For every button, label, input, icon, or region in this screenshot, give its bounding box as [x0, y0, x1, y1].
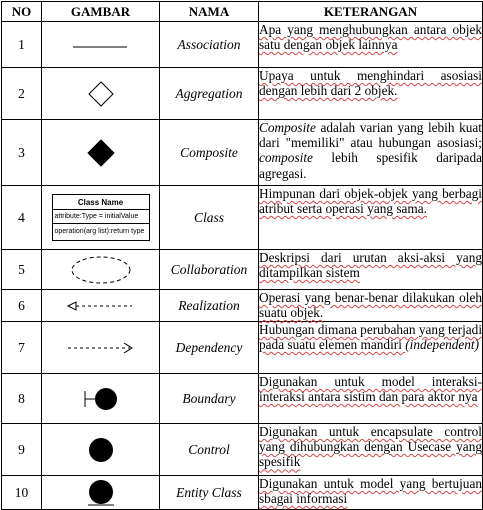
keterangan-text: Upaya untuk menghindari asosiasi dengan …: [259, 68, 482, 99]
keterangan-text: Operasi yang benar-benar dilakukan oleh …: [259, 290, 482, 321]
keterangan-cell: Hubungan dimana perubahan yang terjadi p…: [258, 321, 483, 374]
row-number: 8: [1, 373, 42, 424]
dashed-ellipse-icon: [71, 256, 130, 283]
gambar-cell: [41, 21, 160, 68]
keterangan-cell: Digunakan untuk model yang bertujuan sba…: [258, 475, 483, 510]
association-line-icon: [72, 46, 127, 47]
nama-cell: Dependency: [159, 321, 259, 374]
row-number: 2: [1, 67, 42, 120]
keterangan-cell: Upaya untuk menghindari asosiasi dengan …: [258, 67, 483, 120]
nama-cell: Realization: [159, 289, 259, 322]
gambar-cell: [41, 475, 160, 510]
row-number: 3: [1, 119, 42, 186]
nama-cell: Boundary: [159, 373, 259, 424]
keterangan-text: lebih spesifik daripada agregasi.: [259, 150, 482, 181]
row-number: 5: [1, 249, 42, 290]
gambar-cell: [41, 423, 160, 476]
entity-circle-icon: [87, 479, 114, 505]
nama-cell: Collaboration: [159, 249, 259, 290]
keterangan-text: Deskripsi dari urutan aksi-aksi yang dit…: [259, 250, 482, 281]
keterangan-cell: Apa yang menghubungkan antara objek satu…: [258, 21, 483, 68]
keterangan-cell: Operasi yang benar-benar dilakukan oleh …: [258, 289, 483, 322]
header-nama: NAMA: [159, 1, 259, 22]
header-keterangan: KETERANGAN: [258, 1, 483, 22]
nama-cell: Control: [159, 423, 259, 476]
table-row: 6 Realization Operasi yang benar-benar d…: [1, 289, 483, 322]
row-number: 1: [1, 21, 42, 68]
row-number: 7: [1, 321, 42, 374]
row-number: 9: [1, 423, 42, 476]
gambar-cell: [41, 119, 160, 186]
class-box-operation: operation(arg list):return type: [54, 228, 145, 235]
table-row: 4 Class Name attribute:Type = initialVal…: [1, 185, 483, 250]
table-row: 7 Dependency Hubungan dimana perubahan y…: [1, 321, 483, 374]
filled-diamond-icon: [86, 138, 115, 167]
gambar-cell: [41, 321, 160, 374]
row-number: 6: [1, 289, 42, 322]
gambar-cell: [41, 67, 160, 120]
header-row: NO GAMBAR NAMA KETERANGAN: [1, 1, 483, 22]
header-gambar: GAMBAR: [41, 1, 160, 22]
keterangan-text: Himpunan dari objek-objek yang berbagi a…: [259, 186, 482, 217]
control-circle-icon: [88, 437, 113, 462]
keterangan-text: Digunakan untuk model yang bertujuan sba…: [259, 476, 482, 507]
nama-cell: Class: [159, 185, 259, 250]
nama-cell: Association: [159, 21, 259, 68]
keterangan-cell: Composite adalah varian yang lebih kuat …: [258, 119, 483, 186]
keterangan-cell: Himpunan dari objek-objek yang berbagi a…: [258, 185, 483, 250]
nama-cell: Composite: [159, 119, 259, 186]
gambar-cell: [41, 373, 160, 424]
table-row: 5 Collaboration Deskripsi dari urutan ak…: [1, 249, 483, 290]
table-row: 2 Aggregation Upaya untuk menghindari as…: [1, 67, 483, 120]
table-row: 9 Control Digunakan untuk encapsulate co…: [1, 423, 483, 476]
boundary-icon: [84, 387, 117, 410]
keterangan-cell: Digunakan untuk model interaksi-interaks…: [258, 373, 483, 424]
class-box-icon: Class Name attribute:Type = initialValue…: [51, 194, 150, 241]
dependency-arrow-icon: [67, 342, 133, 353]
keterangan-text: Digunakan untuk encapsulate control yang…: [259, 424, 482, 470]
keterangan-cell: Digunakan untuk encapsulate control yang…: [258, 423, 483, 476]
keterangan-text: composite: [259, 150, 313, 166]
row-number: 4: [1, 185, 42, 250]
gambar-cell: Class Name attribute:Type = initialValue…: [41, 185, 160, 250]
keterangan-text: adalah varian yang lebih kuat dari "memi…: [259, 120, 482, 151]
table-row: 1 Association Apa yang menghubungkan ant…: [1, 21, 483, 68]
header-no: NO: [1, 1, 42, 22]
class-box-title: Class Name: [52, 195, 149, 210]
keterangan-text: Hubungan dimana perubahan yang terjadi p…: [259, 322, 483, 353]
table-row: 3 Composite Composite adalah varian yang…: [1, 119, 483, 186]
keterangan-text: (independent): [405, 337, 480, 353]
nama-cell: Entity Class: [159, 475, 259, 510]
realization-arrow-icon: [66, 300, 132, 311]
hollow-diamond-icon: [87, 80, 114, 107]
class-box-attribute: attribute:Type = initialValue: [52, 210, 149, 224]
keterangan-text: Composite: [259, 120, 316, 135]
table-row: 8 Boundary Digunakan untuk model interak…: [1, 373, 483, 424]
nama-cell: Aggregation: [159, 67, 259, 120]
row-number: 10: [1, 475, 42, 510]
keterangan-cell: Deskripsi dari urutan aksi-aksi yang dit…: [258, 249, 483, 290]
gambar-cell: [41, 289, 160, 322]
keterangan-text: Apa yang menghubungkan antara objek satu…: [259, 22, 482, 53]
table-row: 10 Entity Class Digunakan untuk model ya…: [1, 475, 483, 510]
gambar-cell: [41, 249, 160, 290]
keterangan-text: Digunakan untuk model interaksi-interaks…: [259, 374, 482, 405]
